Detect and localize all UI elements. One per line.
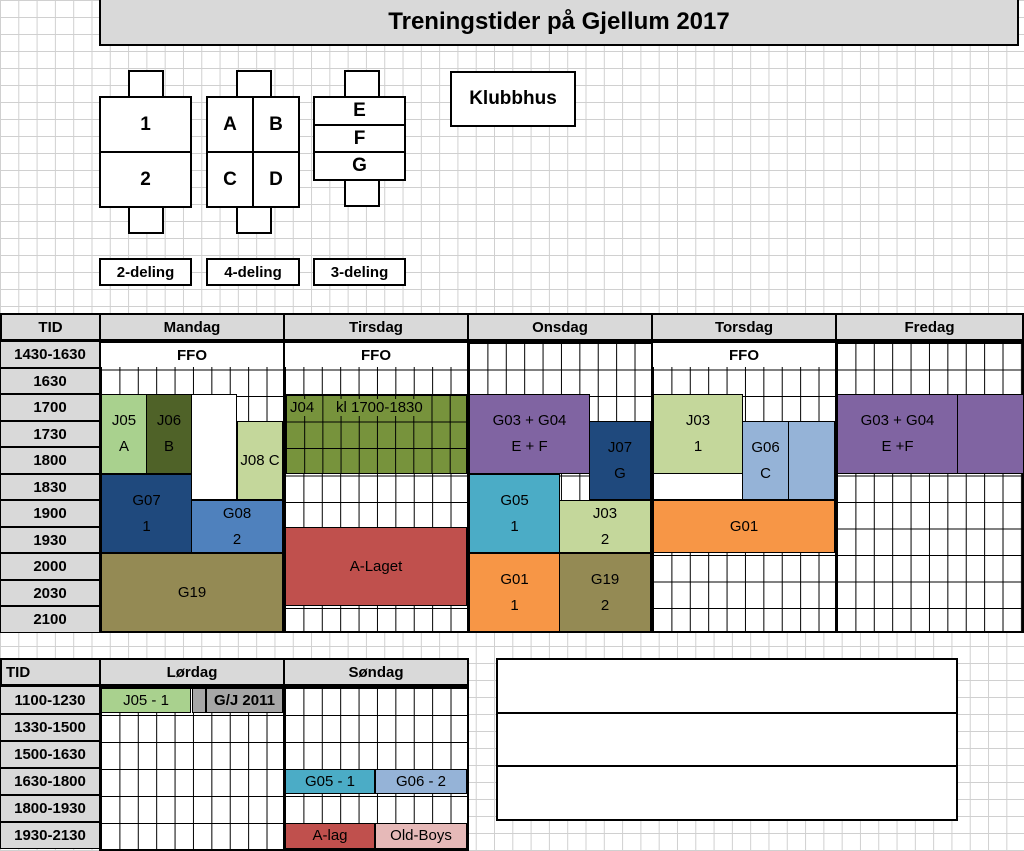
day-header-onsdag: Onsdag [467, 313, 653, 341]
block-empty-mandag [191, 394, 237, 500]
block-g19-onsdag: G19 2 [559, 553, 651, 632]
goal-bottom-4 [236, 206, 272, 234]
goal-top-4 [236, 70, 272, 98]
block-j07: J07 G [589, 421, 651, 500]
day-column-fredag [835, 341, 1024, 633]
day-column-sondag [283, 686, 469, 851]
block-g01-onsdag: G01 1 [469, 553, 560, 632]
field-third-g: G [313, 151, 406, 181]
field-quarter-d: D [252, 151, 300, 208]
block-old-boys: Old-Boys [375, 823, 467, 849]
block-g06: G06 C [742, 421, 789, 500]
block-j03-onsdag: J03 2 [559, 500, 651, 553]
time-label: 1830 [0, 474, 100, 500]
time-label: 1500-1630 [0, 741, 100, 768]
day-header-torsdag: Torsdag [651, 313, 837, 341]
day-header-sondag: Søndag [283, 658, 469, 686]
block-g03-g04-fredag: G03 + G04 E +F [837, 394, 958, 474]
time-label: 1900 [0, 500, 100, 527]
block-gj2011-marker [192, 688, 206, 713]
time-label: 1330-1500 [0, 714, 100, 741]
time-label: 2030 [0, 580, 100, 606]
goal-bottom-2 [128, 206, 164, 234]
time-label: 2100 [0, 606, 100, 633]
time-label: 1930 [0, 527, 100, 553]
caption-3-deling: 3-deling [313, 258, 406, 286]
goal-top-2 [128, 70, 164, 98]
day-header-fredag: Fredag [835, 313, 1024, 341]
day-header-tirsdag: Tirsdag [283, 313, 469, 341]
block-j04-time: kl 1700-1830 [336, 399, 423, 416]
block-a-laget: A-Laget [285, 527, 467, 606]
block-empty-torsdag [653, 473, 743, 500]
clubhouse-box: Klubbhus [450, 71, 576, 127]
goal-top-3 [344, 70, 380, 98]
block-g06-extension [788, 421, 835, 500]
field-half-1: 1 [99, 96, 192, 153]
goal-bottom-3 [344, 179, 380, 207]
time-label: 1700 [0, 394, 100, 421]
notes-row-1 [496, 658, 958, 714]
ffo-mandag: FFO [101, 343, 283, 367]
day-header-lordag: Lørdag [99, 658, 285, 686]
block-j05: J05 A [101, 394, 147, 474]
block-gj2011: G/J 2011 [206, 688, 283, 713]
time-label: 1430-1630 [0, 341, 100, 368]
time-label: 2000 [0, 553, 100, 580]
field-third-e: E [313, 96, 406, 126]
field-quarter-c: C [206, 151, 254, 208]
block-g08: G08 2 [191, 500, 283, 553]
block-g05: G05 1 [469, 474, 560, 553]
block-g01-torsdag: G01 [653, 500, 835, 553]
field-quarter-a: A [206, 96, 254, 153]
ffo-tirsdag: FFO [285, 343, 467, 367]
field-quarter-b: B [252, 96, 300, 153]
time-label: 1630 [0, 368, 100, 394]
block-g07: G07 1 [101, 474, 192, 553]
tid-header-weekend: TID [0, 658, 101, 686]
block-j05-1: J05 - 1 [101, 688, 191, 713]
block-g05-1: G05 - 1 [285, 769, 375, 794]
time-label: 1630-1800 [0, 768, 100, 795]
notes-row-2 [496, 712, 958, 767]
block-g19-mandag: G19 [101, 553, 283, 632]
block-g06-2: G06 - 2 [375, 769, 467, 794]
caption-4-deling: 4-deling [206, 258, 300, 286]
block-j03-torsdag: J03 1 [653, 394, 743, 474]
time-label: 1930-2130 [0, 822, 100, 849]
time-label: 1730 [0, 421, 100, 447]
block-j04: J04 kl 1700-1830 [285, 394, 467, 474]
block-j06: J06 B [146, 394, 192, 474]
block-j04-label: J04 [290, 399, 315, 416]
notes-row-3 [496, 765, 958, 821]
time-label: 1800-1930 [0, 795, 100, 822]
day-column-lordag [99, 686, 285, 851]
time-label: 1100-1230 [0, 686, 100, 714]
block-a-lag: A-lag [285, 823, 375, 849]
tid-header: TID [0, 313, 101, 341]
field-third-f: F [313, 124, 406, 153]
page-title: Treningstider på Gjellum 2017 [99, 0, 1019, 46]
field-half-2: 2 [99, 151, 192, 208]
caption-2-deling: 2-deling [99, 258, 192, 286]
ffo-torsdag: FFO [653, 343, 835, 367]
block-g03-g04-onsdag: G03 + G04 E + F [469, 394, 590, 474]
block-j08: J08 C [237, 421, 283, 500]
time-label: 1800 [0, 447, 100, 474]
day-header-mandag: Mandag [99, 313, 285, 341]
block-fredag-extension [957, 394, 1024, 474]
